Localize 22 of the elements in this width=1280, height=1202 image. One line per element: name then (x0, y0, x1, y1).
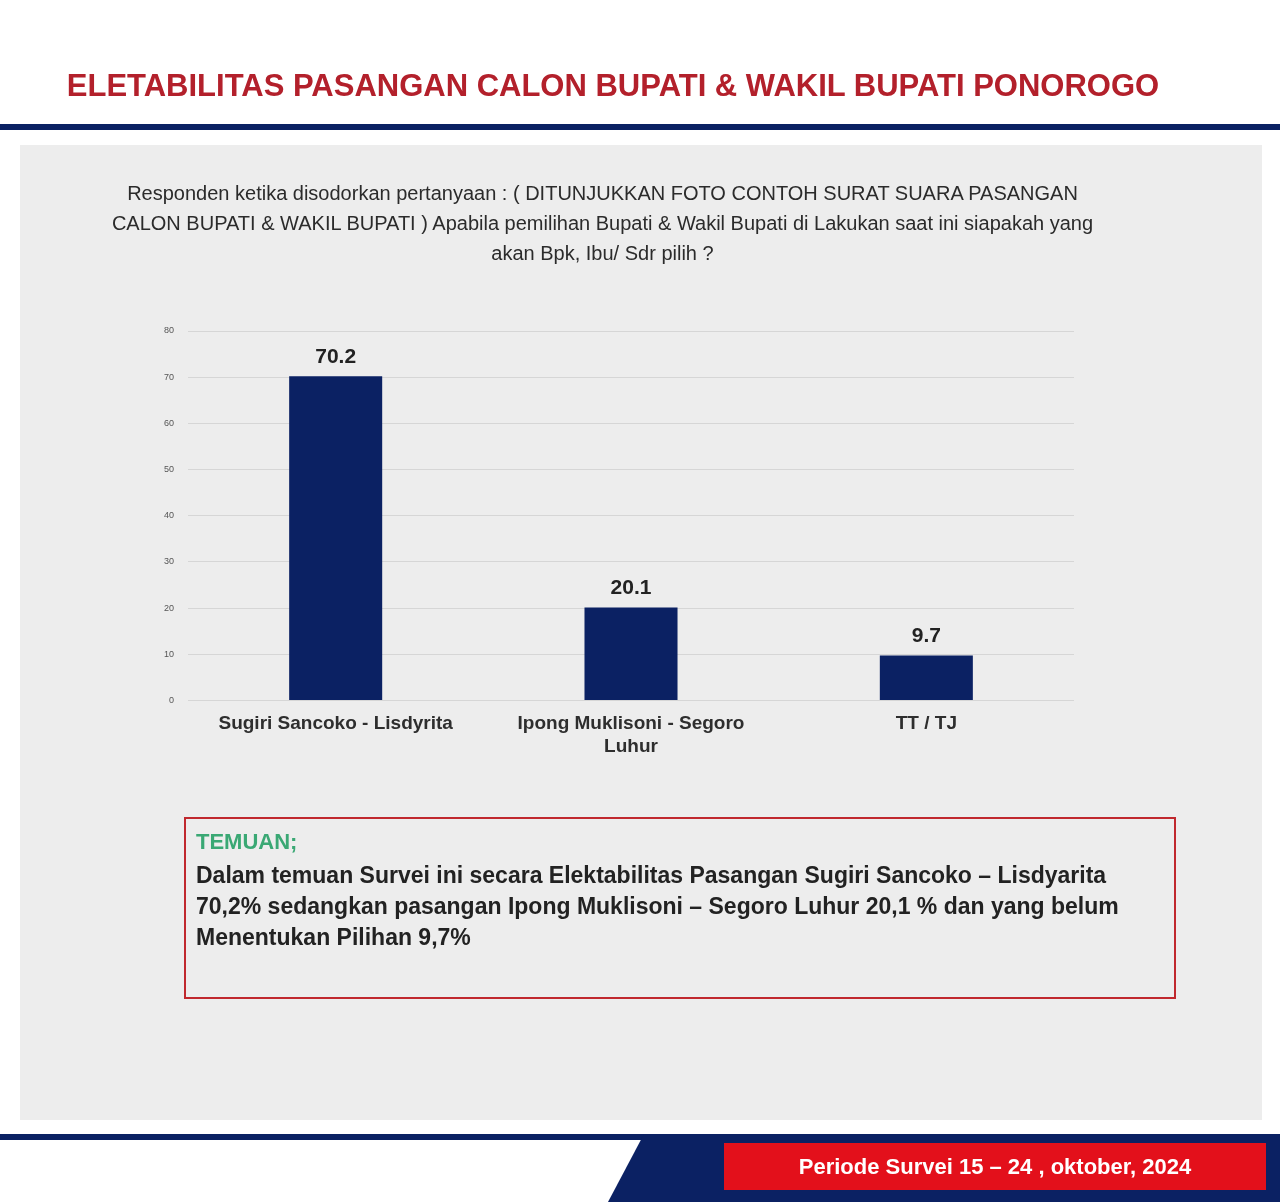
y-tick-label: 0 (169, 694, 175, 705)
y-tick-label: 40 (164, 510, 175, 521)
x-tick-label: Ipong Muklisoni - Segoro Luhur (517, 712, 745, 756)
y-tick-label: 10 (164, 648, 175, 659)
data-label: 20.1 (610, 574, 652, 598)
y-tick-label: 80 (164, 325, 175, 336)
y-tick-label: 70 (164, 371, 175, 382)
y-tick-label: 20 (164, 602, 175, 613)
bar (879, 655, 973, 700)
y-tick-label: 30 (164, 556, 175, 567)
data-label: 70.2 (315, 343, 357, 367)
x-tick-label: TT / TJ (895, 712, 957, 734)
data-label: 9.7 (911, 622, 941, 646)
text: Dalam temuan Survei ini secara Elektabilitas Pasangan Sugiri Sancoko – Lisdyarita 70,2% sedangkan pasangan Ipong Muklisoni – Segoro Luhur 20,1 % dan yang belum Menentukan Pilihan 9,7% (196, 861, 1120, 952)
y-tick-label: 60 (164, 417, 175, 428)
bar (289, 376, 383, 700)
chart-subtitle: Responden ketika disodorkan pertanyaan : ( DITUNJUKKAN FOTO CONTOH SURAT SUARA PASANGAN CALON BUPATI & WAKIL BUPATI ) Apabila pemilihan Bupati & Wakil Bupati di Lakukan saat ini siapakah yang akan Bpk, Ibu/ Sdr pilih ? (110, 181, 1095, 266)
chart-title: ELETABILITAS PASANGAN CALON BUPATI & WAKIL BUPATI PONOROGO (65, 68, 1161, 104)
y-tick-label: 50 (164, 464, 175, 475)
text: TEMUAN; (196, 828, 299, 856)
x-tick-label: Sugiri Sancoko - Lisdyrita (218, 712, 454, 734)
bar (584, 607, 678, 700)
